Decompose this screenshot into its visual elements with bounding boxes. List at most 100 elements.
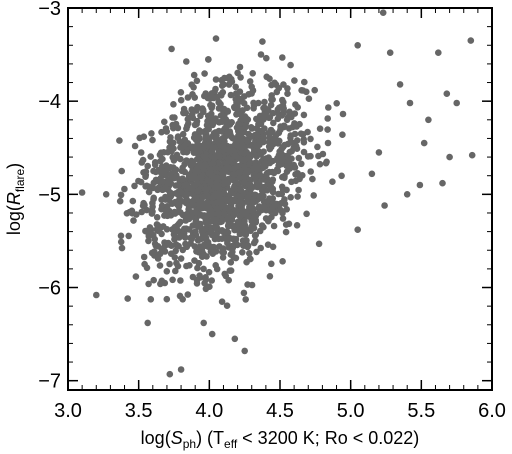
data-point [205, 268, 213, 276]
data-point [229, 244, 237, 252]
data-point [138, 208, 145, 216]
data-point [266, 195, 273, 202]
data-point [177, 255, 185, 262]
data-point [162, 184, 169, 192]
data-point [443, 90, 451, 97]
data-point [256, 193, 264, 201]
data-point [276, 137, 283, 145]
data-point [208, 330, 216, 338]
data-point [324, 126, 331, 133]
data-point [277, 126, 284, 133]
data-point [203, 253, 210, 260]
data-point [224, 107, 231, 115]
data-point [197, 112, 204, 120]
x-tick-label: 3.5 [125, 400, 153, 422]
data-point [179, 130, 187, 138]
data-point [270, 169, 278, 177]
data-point [267, 101, 275, 109]
data-point [279, 199, 286, 207]
data-point [305, 95, 313, 102]
data-point [177, 277, 184, 284]
data-point [221, 74, 228, 82]
data-point [223, 302, 231, 310]
data-point [298, 160, 305, 168]
data-point [163, 295, 171, 303]
data-point [208, 277, 215, 284]
data-point [78, 189, 86, 196]
data-point [403, 191, 411, 198]
data-point [225, 204, 232, 212]
data-point [208, 172, 216, 179]
data-point [229, 176, 236, 183]
data-point [257, 127, 265, 135]
data-point [200, 200, 207, 208]
data-point [284, 157, 292, 165]
data-point [265, 168, 273, 176]
data-point [329, 178, 336, 185]
data-point [189, 201, 197, 209]
data-point [183, 212, 190, 219]
data-point [282, 221, 290, 228]
data-point [162, 125, 170, 132]
data-point [194, 223, 202, 230]
data-point [339, 110, 347, 118]
data-point [143, 264, 151, 272]
data-point [123, 210, 131, 217]
data-point [439, 179, 446, 187]
data-point [243, 148, 250, 156]
data-point [416, 181, 424, 189]
data-point [283, 206, 291, 213]
data-point [189, 273, 197, 281]
data-point [220, 249, 227, 256]
data-point [236, 63, 244, 71]
data-point [207, 179, 214, 186]
data-point [291, 164, 299, 171]
data-point [124, 295, 131, 302]
data-point [264, 241, 272, 248]
data-point [354, 226, 362, 233]
data-point [307, 168, 315, 175]
data-point [446, 153, 453, 161]
data-point [209, 144, 217, 152]
data-point [200, 265, 207, 273]
data-point [212, 129, 219, 136]
data-point [148, 249, 156, 257]
y-tick-labels: −3 −4 −5 −6 −7 [38, 0, 61, 393]
data-point [121, 185, 128, 193]
data-point [193, 280, 201, 287]
data-point [271, 209, 279, 217]
data-point [304, 128, 311, 136]
data-point [193, 248, 200, 255]
data-point [102, 191, 110, 198]
data-point [257, 51, 265, 58]
data-point [283, 168, 291, 175]
data-point [171, 223, 179, 231]
data-point [149, 199, 156, 207]
data-point [219, 89, 227, 96]
data-point [243, 138, 251, 145]
data-point [280, 98, 287, 106]
data-point [294, 170, 302, 177]
data-point [209, 159, 217, 167]
data-point [272, 81, 280, 88]
data-point [183, 181, 190, 188]
data-point [149, 136, 156, 144]
data-point [219, 173, 227, 180]
data-point [201, 161, 209, 168]
data-point [204, 117, 211, 125]
data-point [193, 77, 201, 85]
data-point [269, 109, 277, 117]
data-point [261, 98, 268, 106]
data-point [183, 148, 191, 155]
data-point [194, 188, 201, 195]
data-point [285, 125, 293, 132]
data-point [118, 167, 125, 175]
data-point [174, 133, 182, 140]
data-point [183, 58, 190, 65]
data-point [287, 134, 294, 142]
data-point [241, 242, 249, 249]
y-tick-label: −5 [38, 184, 61, 206]
data-point [242, 296, 249, 303]
data-point [259, 187, 267, 194]
data-point [177, 232, 185, 239]
